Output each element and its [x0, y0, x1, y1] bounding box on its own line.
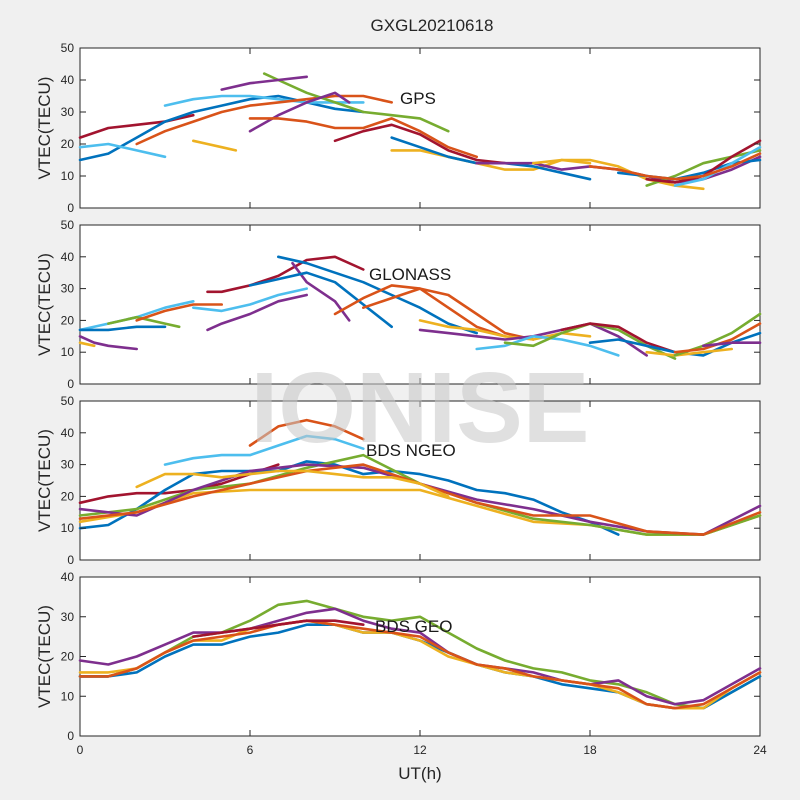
y-tick-label: 20 [61, 489, 75, 503]
series-line [588, 152, 762, 181]
series-line [362, 287, 535, 341]
axes-box [79, 47, 761, 209]
series-line [78, 341, 96, 348]
series-line [248, 418, 365, 447]
series-line [163, 94, 365, 107]
x-tick-label: 24 [753, 743, 767, 757]
y-tick-label: 10 [61, 521, 75, 535]
y-tick-label: 20 [61, 137, 75, 151]
panel-label: BDS NGEO [366, 441, 456, 460]
series-line [78, 619, 762, 710]
series-line [163, 434, 365, 466]
panel-label: BDS GEO [375, 617, 452, 636]
y-tick-label: 30 [61, 105, 75, 119]
series-line [702, 341, 762, 348]
y-tick-label: 10 [61, 169, 75, 183]
x-tick-label: 0 [77, 743, 84, 757]
series-line [192, 619, 365, 638]
x-tick-label: 18 [583, 743, 597, 757]
y-tick-label: 40 [61, 250, 75, 264]
series-line [333, 123, 507, 165]
panel-2: 0 10 20 30 40 50 VTEC(TECU) BDS NGEO [35, 394, 762, 567]
x-axis-label: UT(h) [398, 764, 441, 783]
series-line [645, 347, 733, 357]
y-tick-label: 50 [61, 218, 75, 232]
panel-3: 0 10 20 30 40 0 6 12 18 24 VTEC(TECU) BDS GEO [35, 570, 767, 757]
series-line [78, 335, 138, 351]
figure-title: GXGL20210618 [371, 16, 494, 35]
panel-0: 0 10 20 30 40 50 VTEC(TECU) GPS [35, 41, 762, 215]
y-axis-label: VTEC(TECU) [35, 77, 54, 180]
series-line [135, 469, 450, 498]
series-line [135, 303, 223, 322]
y-tick-label: 30 [61, 610, 75, 624]
x-tick-label: 6 [247, 743, 254, 757]
series-line [248, 91, 351, 133]
series-line [277, 255, 478, 335]
series-line [248, 117, 478, 159]
y-tick-label: 20 [61, 313, 75, 327]
axes-box [79, 576, 761, 737]
y-axis-label: VTEC(TECU) [35, 253, 54, 356]
y-tick-label: 0 [67, 729, 74, 743]
y-tick-label: 40 [61, 570, 75, 584]
y-tick-label: 10 [61, 345, 75, 359]
y-axis-label: VTEC(TECU) [35, 605, 54, 708]
y-tick-label: 40 [61, 426, 75, 440]
watermark: IONISE [251, 352, 590, 464]
series-line [192, 139, 238, 152]
y-tick-label: 40 [61, 73, 75, 87]
panel-1: 0 10 20 30 40 50 VTEC(TECU) GLONASS [35, 218, 762, 391]
panel-label: GLONASS [369, 265, 451, 284]
y-tick-label: 50 [61, 41, 75, 55]
y-tick-label: 30 [61, 458, 75, 472]
series-line [78, 460, 620, 536]
series-line [475, 335, 620, 357]
panel-label: GPS [400, 89, 436, 108]
series-line [78, 142, 167, 159]
y-tick-label: 0 [67, 553, 74, 567]
y-axis-label: VTEC(TECU) [35, 429, 54, 532]
y-tick-label: 10 [61, 689, 75, 703]
series-line [206, 255, 365, 294]
series-line [135, 94, 393, 146]
series-line [206, 293, 308, 332]
series-line [78, 325, 167, 332]
series-line [78, 94, 365, 162]
y-tick-label: 30 [61, 282, 75, 296]
x-tick-label: 12 [413, 743, 427, 757]
panels: 0 10 20 30 40 50 VTEC(TECU) GPS 0 10 20 30 40 50 VTEC(… [35, 41, 767, 757]
series-line [220, 75, 308, 91]
y-tick-label: 0 [67, 201, 74, 215]
series-line [560, 322, 677, 354]
series-line [107, 315, 181, 329]
y-tick-label: 20 [61, 650, 75, 664]
y-tick-label: 50 [61, 394, 75, 408]
y-tick-label: 0 [67, 377, 74, 391]
series-line [248, 271, 393, 329]
series-line [78, 607, 762, 706]
series-line [262, 72, 450, 133]
series-line [192, 287, 308, 313]
